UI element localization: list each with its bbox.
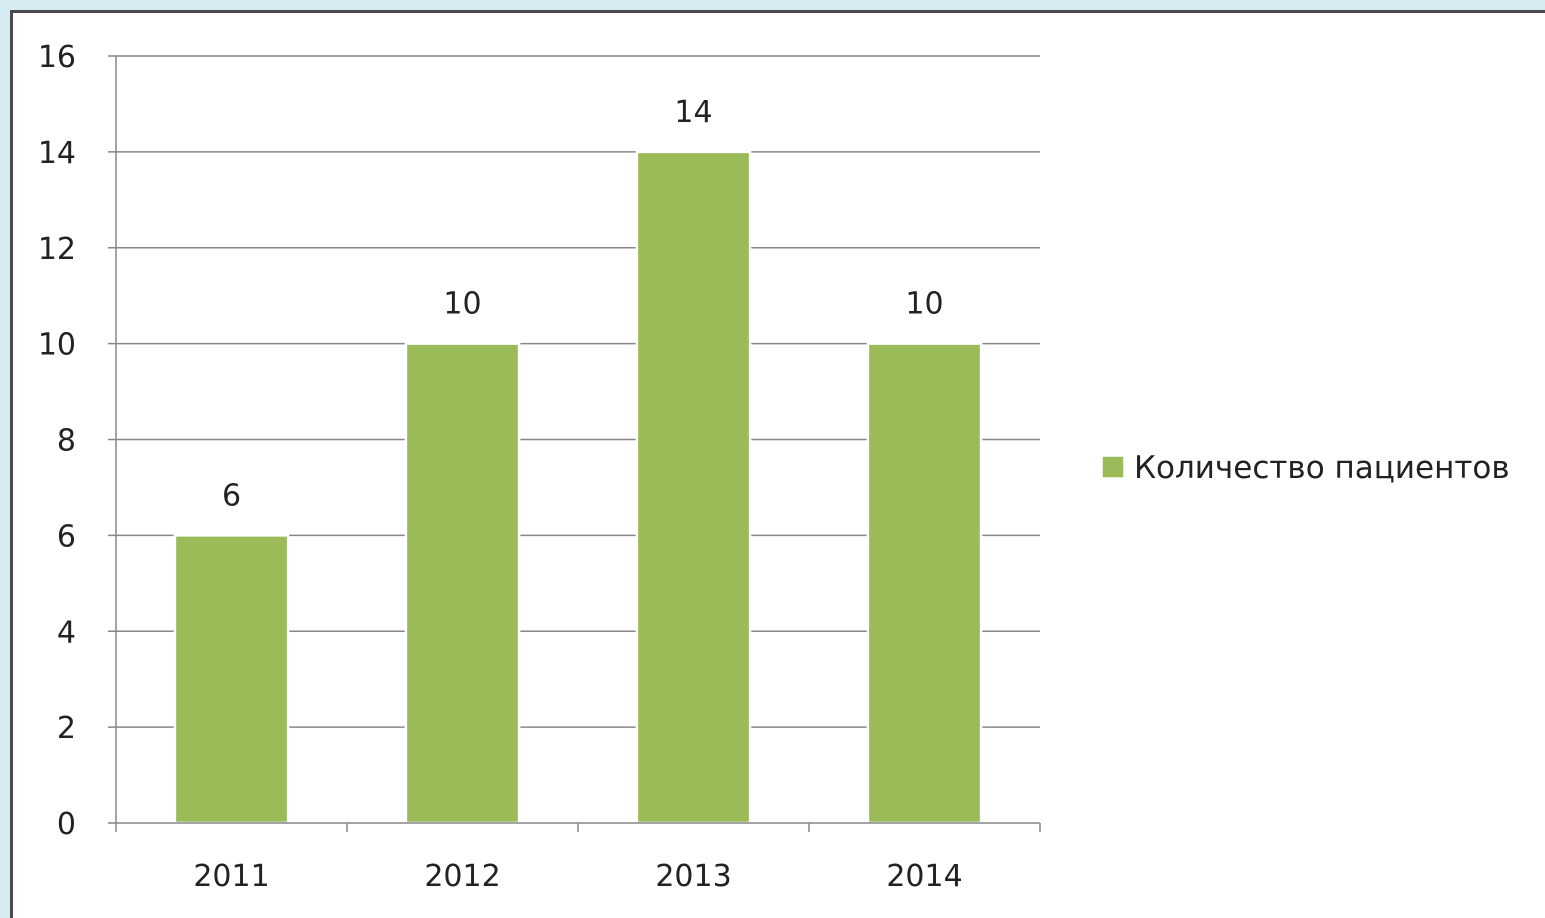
x-tick-label-2014: 2014 [886, 859, 962, 894]
data-label-2014: 10 [905, 287, 943, 322]
data-label-2012: 10 [443, 287, 481, 322]
axes: 0 2 4 6 8 10 12 14 16 2011 2012 2013 2014 [38, 40, 1041, 894]
bar-2012 [404, 342, 521, 825]
x-tick-label-2013: 2013 [655, 859, 731, 894]
legend-label: Количество пациентов [1134, 450, 1510, 486]
legend-swatch [1101, 455, 1125, 479]
data-label-2011: 6 [222, 478, 241, 513]
bar-2014 [866, 342, 983, 825]
y-tick-label: 2 [57, 711, 76, 746]
y-tick-label: 14 [38, 136, 76, 171]
bar-2011 [173, 534, 290, 825]
legend: Количество пациентов [1101, 450, 1510, 486]
y-tick-label: 12 [38, 232, 76, 267]
bars [173, 150, 983, 825]
x-tick-label-2011: 2011 [193, 859, 269, 894]
y-tick-label: 0 [57, 807, 76, 842]
x-tick-label-2012: 2012 [424, 859, 500, 894]
y-tick-label: 8 [57, 424, 76, 459]
y-tick-label: 16 [38, 40, 76, 75]
bar-2013 [635, 150, 752, 825]
y-tick-label: 10 [38, 328, 76, 363]
y-tick-label: 4 [57, 615, 76, 650]
data-label-2013: 14 [674, 95, 712, 130]
y-tick-label: 6 [57, 519, 76, 554]
data-labels: 6 10 14 10 [222, 95, 944, 514]
